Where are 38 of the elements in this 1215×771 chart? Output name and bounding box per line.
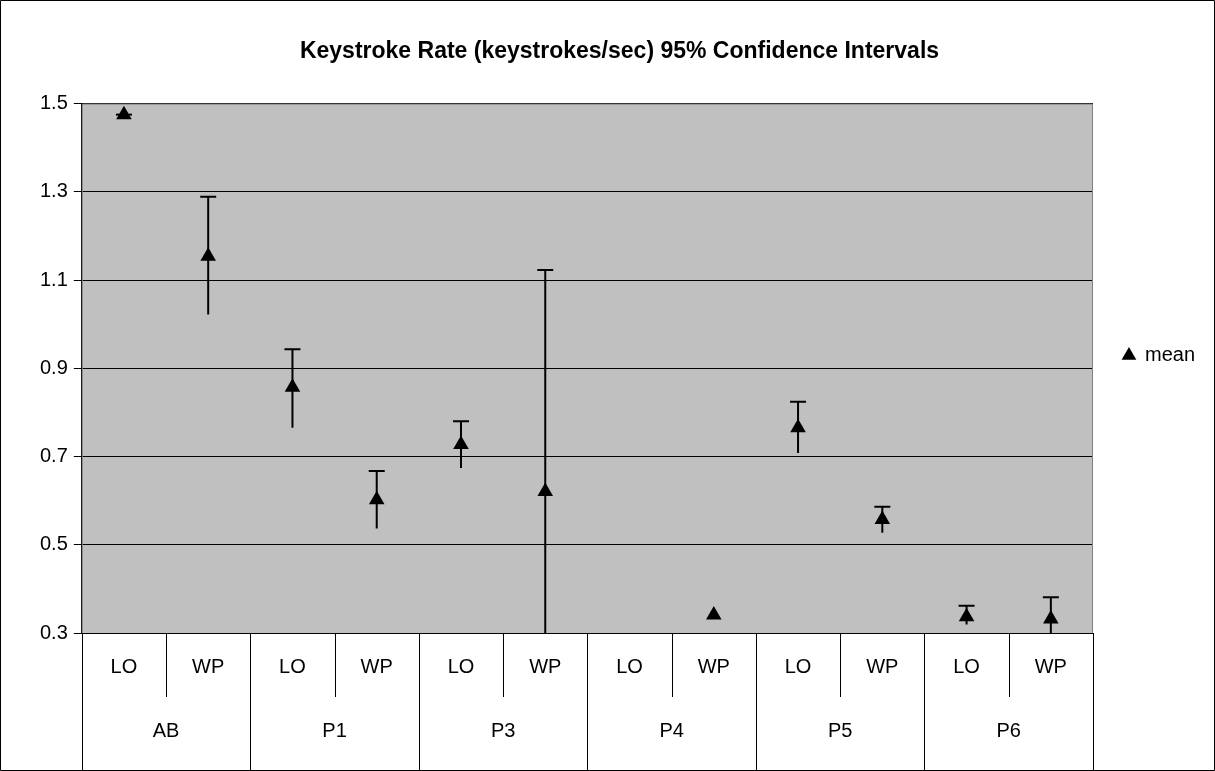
point bbox=[368, 490, 385, 505]
point bbox=[874, 510, 891, 525]
chart-title: Keystroke Rate (keystrokes/sec) 95% Confidence Intervals bbox=[299, 37, 940, 64]
point bbox=[116, 105, 132, 120]
point bbox=[790, 418, 806, 433]
point bbox=[284, 378, 301, 392]
text: P5 bbox=[827, 718, 853, 741]
x-tick-label: WP bbox=[529, 654, 562, 677]
text: P6 bbox=[996, 718, 1021, 741]
y-tick-label: 0.7 bbox=[39, 444, 68, 467]
y-tick-label: 0.3 bbox=[39, 620, 68, 643]
point bbox=[705, 605, 722, 620]
x-tick-label: LO bbox=[784, 654, 812, 677]
text: P3 bbox=[490, 718, 516, 741]
y-tick-label: 0.9 bbox=[39, 355, 68, 378]
x-tick-label: LO bbox=[616, 654, 643, 677]
x-tick-label: LO bbox=[953, 654, 980, 677]
x-tick-label: WP bbox=[1034, 654, 1067, 677]
x-tick-label: WP bbox=[866, 654, 899, 677]
y-tick-label: 1.3 bbox=[39, 179, 68, 202]
y-tick-label: 0.5 bbox=[39, 532, 68, 555]
x-tick-label: LO bbox=[110, 654, 138, 677]
x-tick-label: WP bbox=[360, 654, 393, 677]
y-tick-label: 1.5 bbox=[39, 91, 68, 114]
text: AB bbox=[152, 718, 180, 741]
x-tick-label: WP bbox=[697, 654, 730, 677]
point bbox=[958, 607, 975, 622]
x-tick-label: LO bbox=[279, 654, 306, 677]
point bbox=[537, 482, 554, 496]
legend-label: mean bbox=[1144, 343, 1195, 366]
x-tick-label: WP bbox=[192, 654, 225, 677]
text: P4 bbox=[659, 718, 684, 741]
point bbox=[1043, 609, 1059, 624]
point bbox=[453, 435, 469, 450]
y-tick-label: 1.1 bbox=[39, 267, 68, 290]
point bbox=[200, 247, 216, 261]
text: P1 bbox=[322, 718, 347, 741]
x-tick-label: LO bbox=[447, 654, 475, 677]
